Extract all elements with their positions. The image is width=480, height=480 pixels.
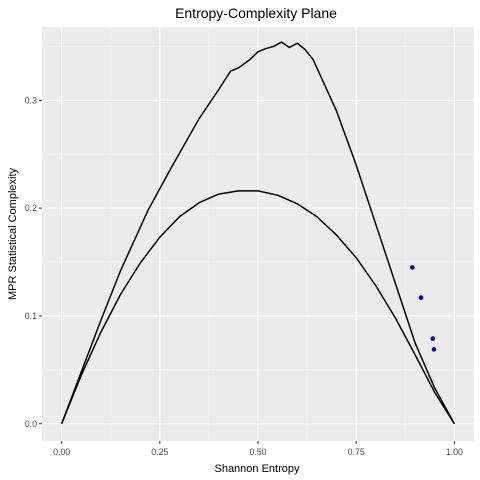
y-axis-ticks: 0.0 0.1 0.2 0.3 [25,95,42,429]
chart-title: Entropy-Complexity Plane [175,5,337,21]
x-axis-title: Shannon Entropy [214,463,300,475]
x-tick-label: 1.00 [446,447,463,457]
bound-curves [60,41,456,425]
data-point [410,265,415,270]
y-tick-label: 0.2 [25,203,37,213]
upper-bound-curve [60,41,456,425]
y-tick-label: 0.0 [25,419,37,429]
data-points [410,265,437,352]
x-tick-label: 0.50 [249,447,266,457]
y-axis-title: MPR Statistical Complexity [7,167,19,300]
lower-bound-curve [60,190,455,425]
x-tick-label: 0.00 [53,447,70,457]
x-tick-label: 0.25 [151,447,168,457]
major-gridlines [42,27,474,441]
x-axis-ticks: 0.00 0.25 0.50 0.75 1.00 [53,441,463,457]
data-point [430,336,436,341]
y-tick-label: 0.3 [25,95,37,105]
y-tick-label: 0.1 [25,311,37,321]
data-point [431,347,437,352]
x-tick-label: 0.75 [348,447,365,457]
data-point [418,295,424,300]
